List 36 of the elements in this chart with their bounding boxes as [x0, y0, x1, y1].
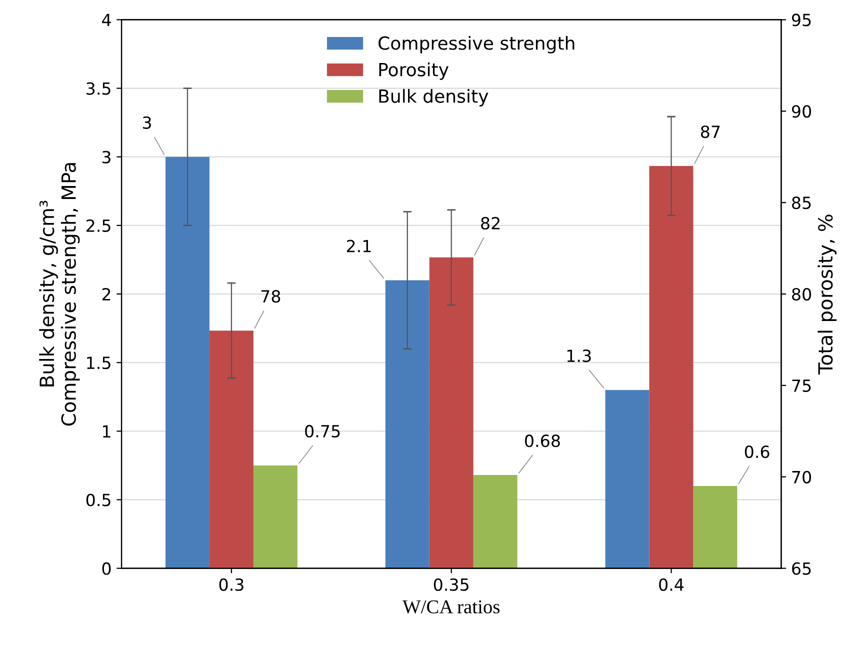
bar — [473, 475, 518, 568]
y-tick-label: 0 — [102, 562, 111, 575]
x-tick-label: 0.35 — [434, 578, 468, 591]
y-axis-title: Bulk density, g/cm³ Compressive strength, MPa — [39, 163, 80, 426]
y-tick-label: 1.5 — [87, 356, 110, 370]
y-tick-label: 1 — [103, 425, 110, 438]
y2-tick-label: 85 — [792, 196, 811, 210]
y-tick-label: 3 — [102, 150, 110, 164]
legend-label: Compressive strength — [378, 36, 574, 54]
y-tick-label: 2 — [102, 288, 110, 300]
legend-label: Porosity — [379, 62, 449, 80]
data-label: 82 — [481, 216, 500, 230]
data-label: 2.1 — [346, 240, 371, 252]
y-tick-label: 4 — [102, 14, 111, 26]
data-label: 0.6 — [744, 445, 770, 458]
y2-tick-label: 95 — [792, 14, 811, 26]
data-label: 3 — [142, 116, 151, 129]
legend-label: Bulk density — [379, 88, 488, 106]
y2-tick-label: 90 — [792, 105, 812, 118]
y-tick-label: 3.5 — [86, 82, 110, 95]
x-tick-label: 0.3 — [219, 578, 244, 591]
y2-tick-label: 70 — [792, 470, 812, 484]
data-label: 87 — [700, 125, 720, 138]
x-axis-title: W/CA ratios — [402, 600, 500, 614]
y2-tick-label: 80 — [792, 288, 812, 301]
y2-axis-title: Total porosity, % — [818, 214, 837, 374]
y-tick-label: 2.5 — [86, 219, 110, 232]
data-label: 0.75 — [305, 424, 340, 438]
y-tick-label: 0.5 — [86, 494, 110, 506]
data-label: 78 — [261, 290, 280, 303]
data-label: 1.3 — [567, 349, 591, 362]
y2-tick-label: 65 — [792, 562, 811, 575]
bar — [693, 486, 738, 568]
x-tick-label: 0.4 — [659, 578, 684, 591]
data-label: 0.68 — [525, 434, 560, 448]
y2-tick-label: 75 — [792, 380, 811, 392]
